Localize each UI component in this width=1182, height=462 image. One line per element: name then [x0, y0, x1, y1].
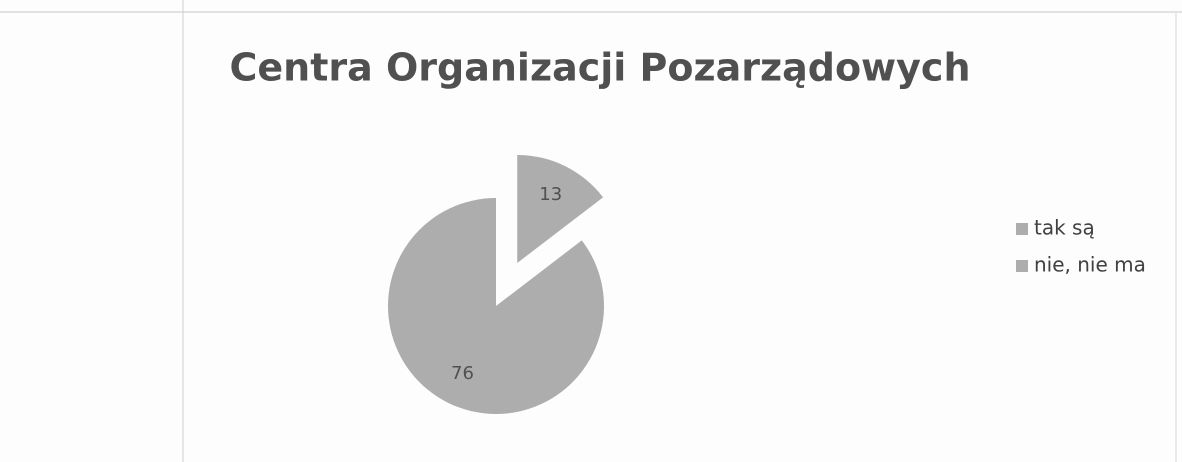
pie-slice	[387, 198, 604, 414]
legend-swatch	[1016, 260, 1028, 272]
data-label: 76	[451, 363, 474, 384]
legend-label: nie, nie ma	[1034, 253, 1146, 277]
legend-label: tak są	[1034, 216, 1095, 240]
legend-swatch	[1016, 223, 1028, 235]
pie-slice	[517, 154, 604, 263]
data-label: 13	[539, 184, 562, 205]
chart-title: Centra Organizacji Pozarządowych	[230, 46, 971, 90]
